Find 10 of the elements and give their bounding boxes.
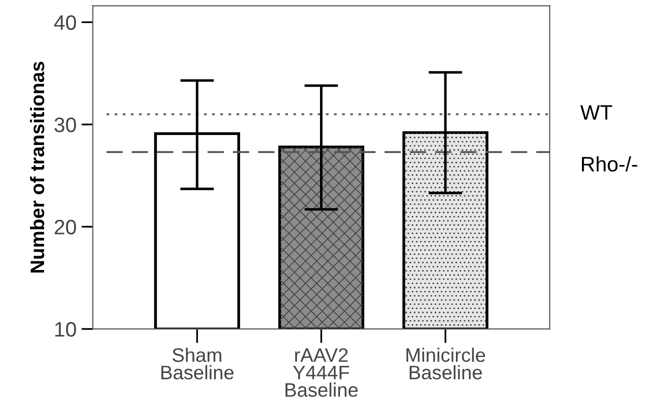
- x-tick-label: rAAV2 Y444F Baseline: [286, 348, 358, 397]
- y-tick-label: 10: [55, 322, 76, 337]
- x-tick-label: Minicircle Baseline: [406, 348, 486, 380]
- ref-line-label: WT: [580, 105, 612, 120]
- y-tick-label: 20: [54, 220, 76, 234]
- y-tick-label: 30: [54, 117, 76, 132]
- x-tick-label: Sham Baseline: [161, 348, 234, 380]
- y-tick-label: 40: [54, 15, 76, 30]
- y-axis-title: Number of transitionas: [30, 62, 44, 273]
- ref-line-label: Rho-/-: [582, 156, 638, 172]
